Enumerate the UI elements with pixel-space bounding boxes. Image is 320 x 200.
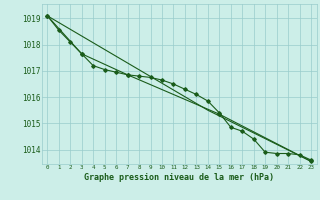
X-axis label: Graphe pression niveau de la mer (hPa): Graphe pression niveau de la mer (hPa) bbox=[84, 173, 274, 182]
